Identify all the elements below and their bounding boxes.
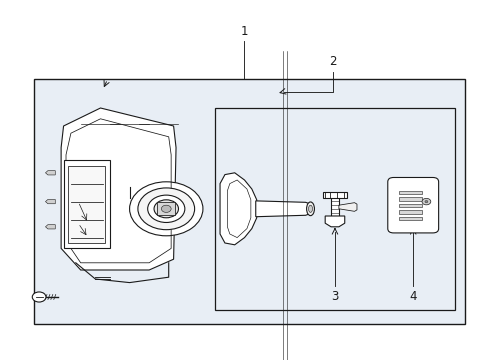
Bar <box>398 217 421 220</box>
Polygon shape <box>325 216 344 227</box>
Polygon shape <box>255 201 310 217</box>
FancyArrow shape <box>45 199 55 204</box>
FancyArrow shape <box>45 171 55 175</box>
Circle shape <box>421 198 430 205</box>
Polygon shape <box>338 203 356 211</box>
Circle shape <box>129 182 203 236</box>
Text: 3: 3 <box>330 290 338 303</box>
Bar <box>398 204 421 207</box>
Circle shape <box>161 205 171 212</box>
Circle shape <box>147 195 184 222</box>
Circle shape <box>138 188 194 230</box>
Bar <box>34 79 464 324</box>
Polygon shape <box>220 173 256 245</box>
Polygon shape <box>61 108 176 270</box>
FancyBboxPatch shape <box>387 177 438 233</box>
Bar <box>398 197 421 201</box>
Text: 4: 4 <box>408 290 416 303</box>
Circle shape <box>424 201 427 203</box>
Circle shape <box>32 292 46 302</box>
Bar <box>330 197 338 216</box>
Text: 2: 2 <box>328 55 336 68</box>
Bar <box>68 166 105 243</box>
Bar <box>157 202 175 215</box>
Bar <box>398 191 421 194</box>
Bar <box>215 108 454 310</box>
Bar <box>322 192 346 198</box>
Ellipse shape <box>308 205 312 212</box>
Ellipse shape <box>306 202 314 216</box>
Text: 1: 1 <box>240 25 248 38</box>
Circle shape <box>154 200 178 218</box>
Bar <box>398 210 421 214</box>
Bar <box>63 160 110 248</box>
FancyArrow shape <box>45 225 55 229</box>
